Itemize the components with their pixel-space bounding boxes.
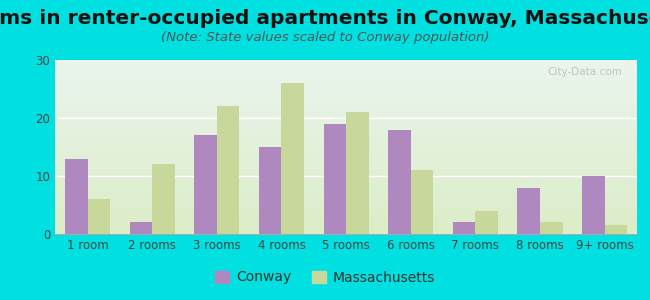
Bar (475, 211, 498, 234)
Bar (281, 83, 304, 234)
Bar (129, 222, 152, 234)
Text: City-Data.com: City-Data.com (548, 67, 623, 77)
Text: (Note: State values scaled to Conway population): (Note: State values scaled to Conway pop… (161, 32, 489, 44)
Bar (324, 124, 346, 234)
Bar (453, 222, 475, 234)
Bar (388, 130, 411, 234)
Text: Rooms in renter-occupied apartments in Conway, Massachusetts: Rooms in renter-occupied apartments in C… (0, 9, 650, 28)
Bar (604, 225, 627, 234)
Legend: Conway, Massachusetts: Conway, Massachusetts (209, 265, 441, 290)
Bar (540, 222, 563, 234)
Bar (88, 199, 110, 234)
Bar (152, 164, 175, 234)
Bar (65, 159, 88, 234)
Bar (217, 106, 239, 234)
Bar (411, 170, 434, 234)
Bar (346, 112, 369, 234)
Bar (582, 176, 604, 234)
Bar (517, 188, 540, 234)
Bar (259, 147, 281, 234)
Bar (194, 135, 217, 234)
